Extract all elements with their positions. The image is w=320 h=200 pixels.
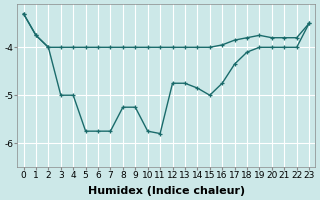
X-axis label: Humidex (Indice chaleur): Humidex (Indice chaleur) (88, 186, 245, 196)
